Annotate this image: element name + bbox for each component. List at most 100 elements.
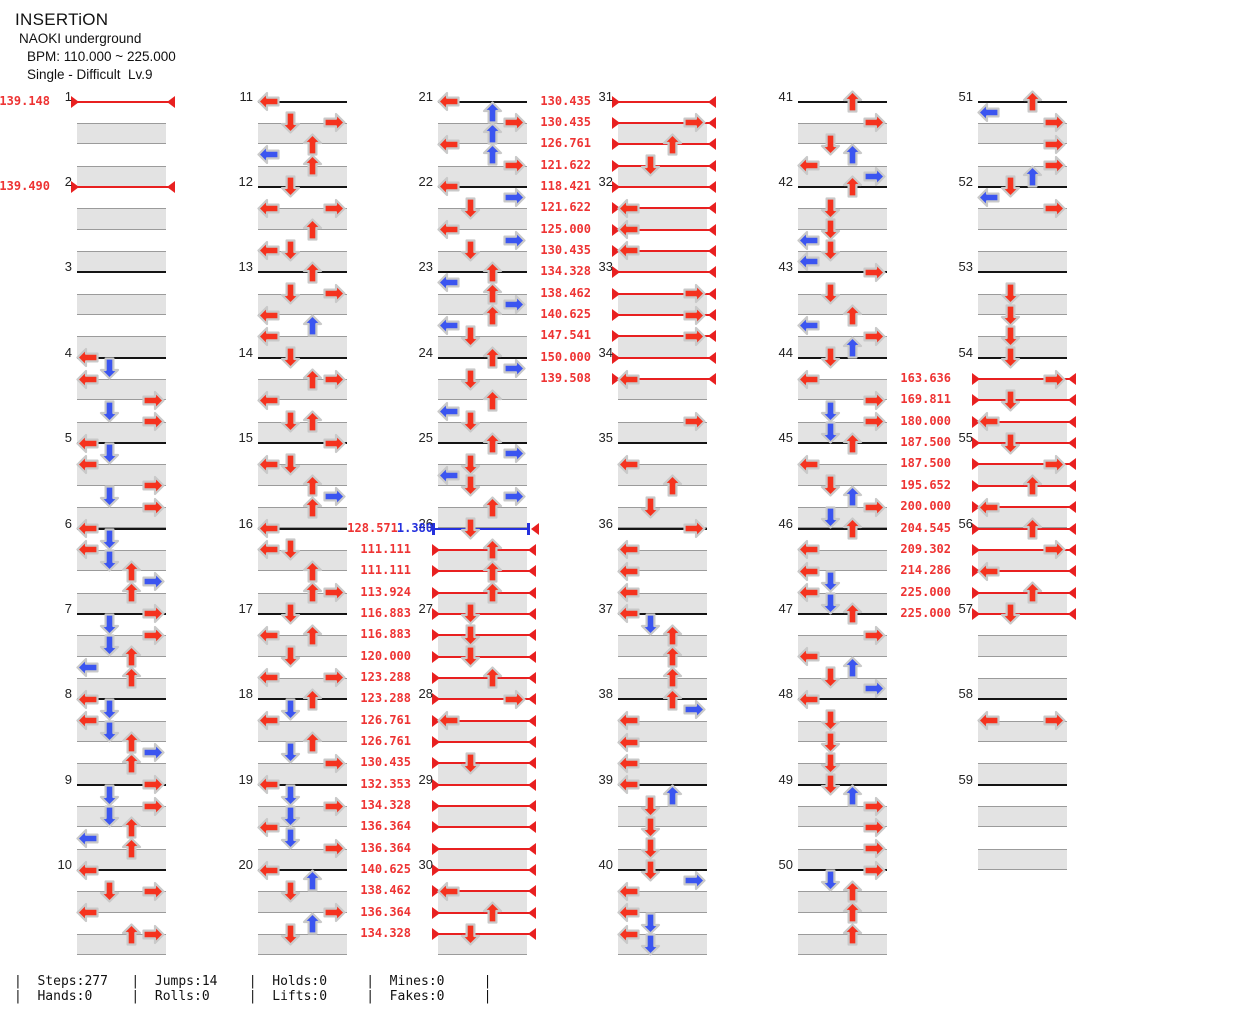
bpm-label: 200.000 — [900, 499, 951, 514]
bpm-label: 150.000 — [540, 349, 591, 364]
note-arrow-up-icon — [481, 431, 504, 455]
bpm-change-line — [434, 591, 531, 594]
note-arrow-left-icon — [256, 453, 280, 476]
beat-band — [978, 848, 1067, 871]
measure-line — [798, 100, 887, 103]
bpm-line-right-cap — [708, 95, 716, 108]
note-arrow-left-icon — [976, 709, 1000, 732]
bpm-line-left-cap — [972, 458, 980, 471]
difficulty-label: Single - Difficult Lv.9 — [27, 67, 153, 82]
note-arrow-down-icon — [639, 154, 662, 177]
bpm-change-line — [434, 805, 531, 808]
bpm-line-right-cap — [1068, 586, 1076, 599]
measure-line — [438, 271, 527, 274]
note-arrow-left-icon — [616, 218, 640, 241]
bpm-label: 147.541 — [540, 328, 591, 343]
bpm-line-right-cap — [528, 778, 536, 791]
bpm-label: 136.364 — [360, 819, 411, 834]
note-arrow-left-icon — [436, 464, 460, 487]
note-arrow-left-icon — [256, 538, 280, 561]
measure-line — [798, 698, 887, 701]
note-arrow-up-icon — [120, 560, 143, 583]
note-arrow-up-icon — [301, 367, 324, 391]
bpm-change-line — [974, 506, 1071, 509]
bpm-change-line — [434, 911, 531, 914]
note-arrow-left-icon — [796, 314, 820, 337]
beat-band — [978, 635, 1067, 657]
bpm-line-right-cap — [528, 885, 536, 898]
bpm-label: 139.490 — [0, 178, 50, 193]
note-arrow-left-icon — [75, 709, 99, 732]
stop-seconds-value: 1.380 — [396, 520, 433, 535]
note-arrow-down-icon — [279, 175, 302, 198]
bpm-change-line — [434, 890, 531, 893]
beat-band — [618, 549, 707, 572]
beat-band — [77, 122, 166, 145]
beat-band — [978, 806, 1067, 828]
bpm-line-right-cap — [528, 928, 536, 941]
bpm-line-left-cap — [612, 223, 620, 236]
note-arrow-down-icon — [279, 410, 302, 433]
bpm-change-line — [614, 143, 711, 146]
measure-number: 31 — [598, 88, 613, 104]
measure-line — [798, 271, 887, 274]
stop-left-cap — [432, 522, 435, 535]
measure-line — [258, 442, 347, 445]
measure-line — [77, 442, 166, 445]
note-arrow-left-icon — [256, 304, 280, 327]
bpm-label: 134.328 — [360, 798, 411, 813]
note-arrow-down-icon — [639, 933, 662, 956]
bpm-change-line — [434, 570, 531, 573]
bpm-change-line — [614, 292, 711, 295]
beat-band — [77, 720, 166, 742]
measure-line — [438, 185, 527, 188]
beat-band — [258, 934, 347, 956]
note-arrow-left-icon — [436, 271, 460, 294]
note-arrow-down-icon — [819, 282, 842, 305]
note-arrow-down-icon — [639, 496, 662, 519]
measure-line — [258, 783, 347, 786]
bpm-line-right-cap — [528, 800, 536, 813]
bpm-label: 125.000 — [540, 221, 591, 236]
bpm-change-line — [614, 164, 711, 167]
measure-line — [618, 783, 707, 786]
bpm-line-right-cap — [1068, 543, 1076, 556]
bpm-line-left-cap — [432, 821, 440, 834]
note-arrow-up-icon — [841, 175, 864, 198]
bpm-change-line — [614, 121, 711, 124]
beat-band — [618, 635, 707, 657]
bpm-line-left-cap — [71, 95, 79, 108]
bpm-change-line — [974, 591, 1071, 594]
bpm-line-right-cap — [528, 906, 536, 919]
bpm-line-right-cap — [1068, 479, 1076, 492]
bpm-change-line — [434, 783, 531, 786]
beat-band — [77, 165, 166, 187]
note-arrow-down-icon — [819, 421, 842, 444]
bpm-label: 139.508 — [540, 371, 591, 386]
beat-band — [258, 208, 347, 230]
bpm-line-left-cap — [432, 693, 440, 706]
beat-band — [798, 720, 887, 742]
note-arrow-down-icon — [459, 325, 482, 348]
beat-band — [798, 763, 887, 785]
note-arrow-left-icon — [436, 133, 460, 156]
note-arrow-up-icon — [120, 581, 143, 604]
note-arrow-up-icon — [661, 666, 684, 690]
note-arrow-right-icon — [502, 186, 526, 209]
measure-number: 2 — [64, 173, 72, 189]
note-arrow-up-icon — [301, 154, 324, 177]
beat-band — [978, 250, 1067, 273]
note-arrow-right-icon — [1042, 538, 1066, 561]
note-arrow-down-icon — [279, 602, 302, 625]
note-arrow-up-icon — [841, 923, 864, 946]
bpm-line-left-cap — [432, 842, 440, 855]
beat-band — [438, 293, 527, 315]
bpm-line-right-cap — [708, 138, 716, 151]
bpm-line-right-cap — [1068, 394, 1076, 407]
bpm-line-left-cap — [972, 565, 980, 578]
measure-number: 58 — [958, 686, 973, 702]
beat-band — [77, 379, 166, 401]
note-arrow-right-icon — [682, 325, 706, 348]
bpm-change-line — [434, 698, 531, 701]
bpm-line-right-cap — [528, 693, 536, 706]
